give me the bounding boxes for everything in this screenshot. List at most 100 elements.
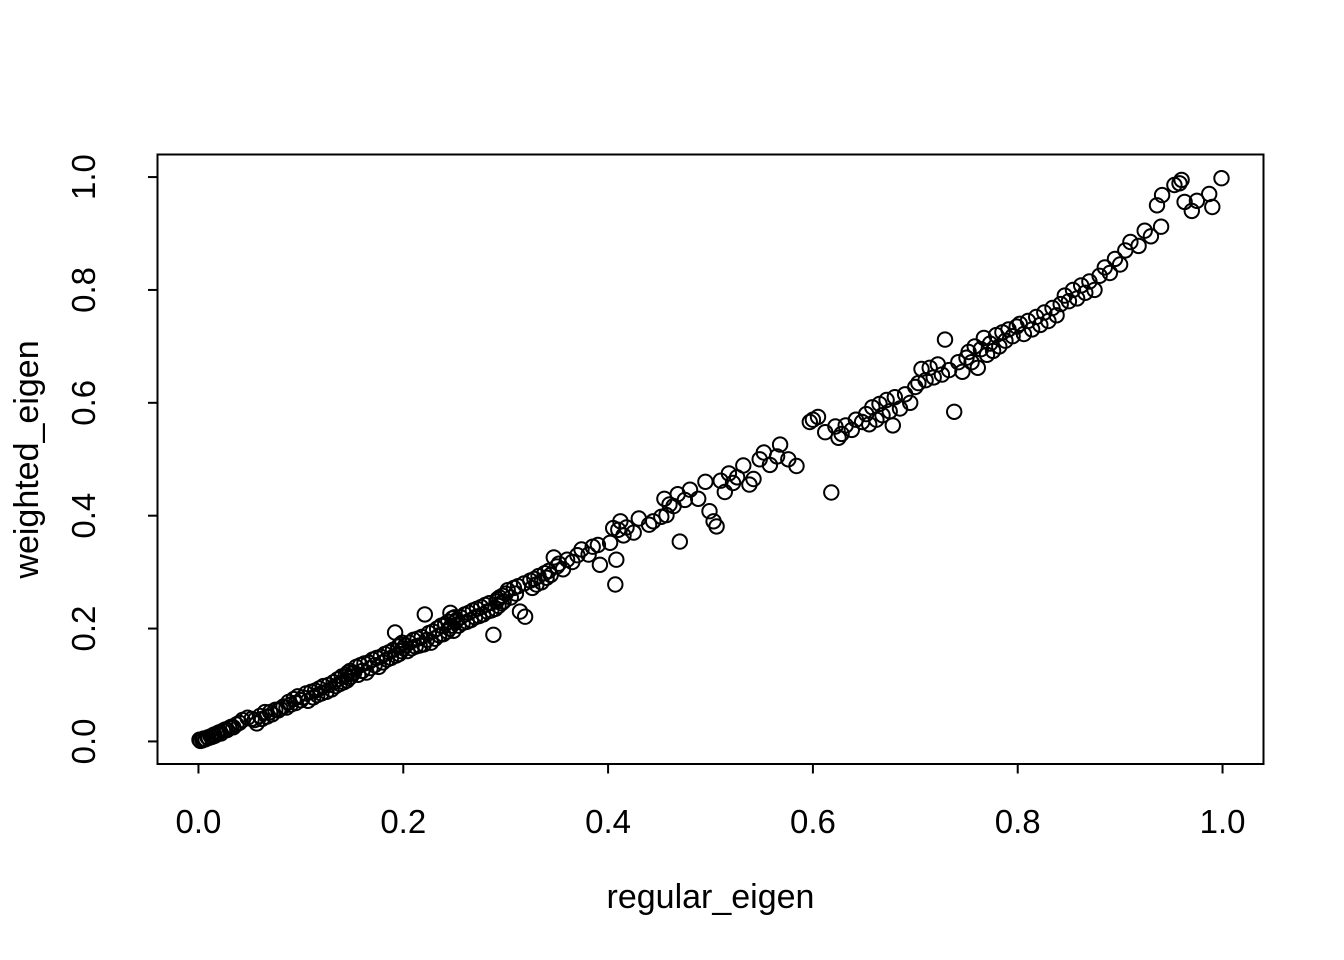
data-point [884, 417, 901, 434]
data-point [830, 429, 847, 446]
data-point [1142, 228, 1160, 245]
data-point [681, 481, 699, 498]
data-point [490, 597, 507, 615]
data-point [907, 378, 924, 396]
x-axis-tick-label: 0.6 [790, 803, 836, 840]
data-point [1106, 250, 1124, 268]
data-point [1036, 304, 1053, 321]
data-point [697, 473, 714, 490]
data-point [768, 448, 786, 465]
y-axis-tick-label: 1.0 [65, 154, 102, 200]
data-point [788, 457, 805, 475]
data-point [1111, 256, 1129, 273]
x-axis-tick-label: 0.0 [176, 803, 222, 840]
data-point [735, 457, 752, 474]
x-axis-tick-label: 0.2 [380, 803, 426, 840]
y-axis-title: weighted_eigen [8, 340, 46, 579]
y-axis-tick-label: 0.4 [65, 493, 102, 539]
data-point [946, 403, 963, 420]
y-axis-tick-label: 0.6 [65, 380, 102, 426]
data-points [191, 170, 1230, 750]
data-point [823, 484, 840, 501]
data-point [1052, 295, 1069, 313]
data-point [720, 465, 738, 482]
y-axis: 0.0 0.2 0.4 0.6 0.8 1.0 [65, 154, 158, 764]
data-point [878, 391, 895, 409]
data-point [671, 533, 688, 550]
x-axis-tick-label: 0.8 [995, 803, 1041, 840]
data-point [913, 360, 930, 378]
data-point [1213, 170, 1230, 187]
y-axis-tick-label: 0.0 [65, 718, 102, 764]
data-point [708, 518, 725, 535]
x-axis: 0.0 0.2 0.4 0.6 0.8 1.0 [176, 764, 1246, 840]
data-point [516, 608, 534, 625]
data-point [1148, 197, 1166, 214]
data-point [1153, 186, 1171, 204]
data-point [1091, 267, 1108, 284]
data-point [833, 425, 850, 443]
data-point [1204, 198, 1221, 216]
data-point [485, 626, 502, 643]
data-point [1188, 192, 1206, 210]
data-point [969, 359, 986, 376]
data-point [809, 408, 827, 426]
data-point [716, 483, 733, 501]
data-point [608, 551, 625, 568]
y-axis-tick-label: 0.2 [65, 606, 102, 652]
y-axis-tick-label: 0.8 [65, 267, 102, 313]
data-point [589, 536, 607, 554]
data-point [1173, 171, 1190, 189]
data-point [1152, 218, 1170, 235]
data-point [610, 521, 627, 538]
data-point [843, 421, 860, 439]
data-point [1117, 242, 1134, 259]
data-point [1077, 284, 1094, 301]
plot-area-border [156, 153, 1265, 765]
data-point [1096, 259, 1114, 276]
data-point [251, 707, 269, 725]
data-point [771, 436, 789, 453]
data-point [701, 503, 718, 520]
data-point [591, 556, 609, 573]
data-point [615, 527, 632, 544]
data-point [645, 513, 662, 530]
data-point [690, 490, 707, 507]
data-point [625, 524, 642, 541]
data-point [801, 413, 818, 431]
data-point [950, 354, 967, 371]
data-point [502, 589, 519, 606]
data-point [507, 585, 525, 602]
data-point [426, 630, 444, 647]
data-point [902, 394, 919, 411]
x-axis-tick-label: 0.4 [585, 803, 631, 840]
data-point [745, 470, 762, 488]
data-point [580, 546, 597, 563]
data-point [1130, 237, 1147, 255]
data-point [493, 595, 510, 612]
data-point [640, 516, 658, 533]
data-point [1122, 233, 1139, 251]
data-point [538, 569, 555, 586]
data-point [1086, 281, 1103, 299]
data-point [954, 363, 971, 380]
data-point [1048, 307, 1065, 324]
data-point [607, 576, 624, 593]
data-point [1183, 202, 1201, 220]
data-point [896, 386, 914, 403]
data-point [921, 359, 938, 376]
data-point [676, 491, 694, 509]
x-axis-title: regular_eigen [607, 878, 815, 916]
data-point [1004, 328, 1021, 345]
data-point [936, 331, 954, 348]
data-point [1060, 293, 1078, 310]
data-point [340, 670, 358, 687]
data-point [1064, 281, 1082, 299]
data-point [1171, 175, 1188, 192]
data-point [416, 606, 433, 623]
x-axis-tick-label: 1.0 [1200, 803, 1246, 840]
data-point [1101, 264, 1119, 282]
data-point [511, 603, 529, 620]
